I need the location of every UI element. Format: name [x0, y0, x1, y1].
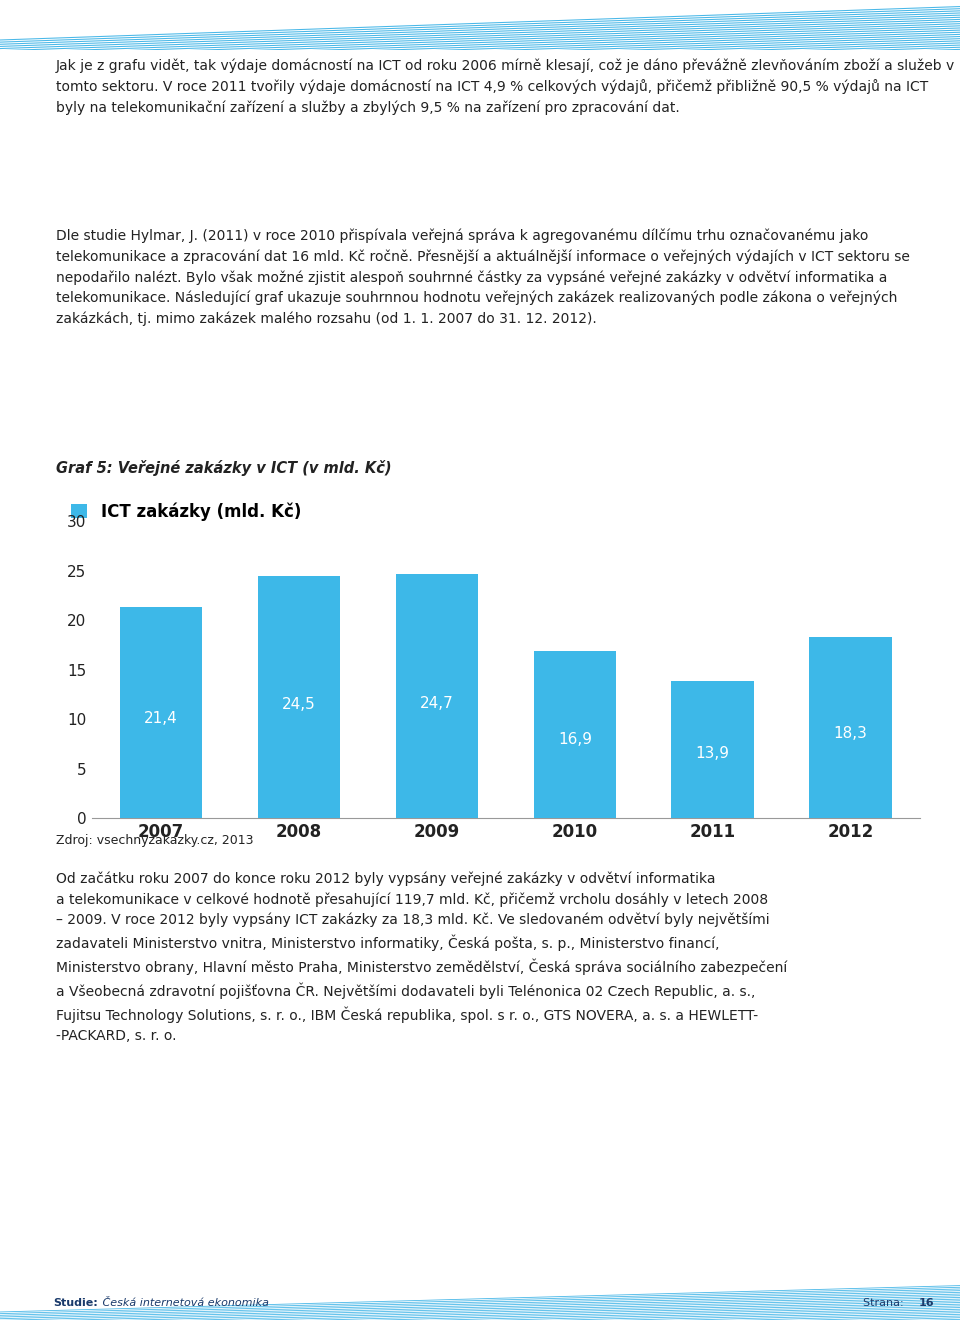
Polygon shape [430, 1280, 960, 1320]
Polygon shape [430, 0, 960, 50]
Polygon shape [614, 1280, 960, 1320]
Text: 24,7: 24,7 [420, 696, 454, 711]
Polygon shape [799, 0, 960, 50]
Polygon shape [860, 0, 960, 50]
Polygon shape [0, 1280, 960, 1320]
Polygon shape [0, 0, 960, 50]
Polygon shape [184, 1280, 960, 1320]
Bar [257, 576, 341, 818]
Polygon shape [307, 0, 960, 50]
Polygon shape [860, 1280, 960, 1320]
Polygon shape [799, 1280, 960, 1320]
Polygon shape [61, 1280, 960, 1320]
Text: Česká internetová ekonomika: Česká internetová ekonomika [99, 1298, 269, 1308]
Polygon shape [492, 1280, 960, 1320]
Polygon shape [492, 0, 960, 50]
Bar [671, 681, 755, 818]
Legend: ICT zakázky (mld. Kč): ICT zakázky (mld. Kč) [64, 495, 308, 527]
Bar [809, 638, 892, 818]
Polygon shape [123, 1280, 960, 1320]
Polygon shape [0, 1280, 960, 1320]
Polygon shape [737, 0, 960, 50]
Polygon shape [676, 0, 960, 50]
Polygon shape [123, 0, 960, 50]
Polygon shape [0, 1280, 960, 1320]
Polygon shape [184, 0, 960, 50]
Text: 24,5: 24,5 [282, 697, 316, 711]
Text: Studie:: Studie: [53, 1298, 98, 1308]
Polygon shape [0, 1280, 960, 1320]
Polygon shape [246, 0, 960, 50]
Polygon shape [369, 0, 960, 50]
Text: Zdroj: vsechnyzakazky.cz, 2013: Zdroj: vsechnyzakazky.cz, 2013 [56, 834, 253, 847]
Polygon shape [0, 0, 960, 50]
Polygon shape [0, 1280, 960, 1320]
Text: 13,9: 13,9 [696, 746, 730, 762]
Polygon shape [553, 0, 960, 50]
Polygon shape [0, 0, 960, 50]
Text: Strana:: Strana: [863, 1298, 907, 1308]
Text: Od začátku roku 2007 do konce roku 2012 byly vypsány veřejné zakázky v odvětví i: Od začátku roku 2007 do konce roku 2012 … [56, 871, 787, 1043]
Polygon shape [922, 1280, 960, 1320]
Polygon shape [0, 0, 960, 50]
Polygon shape [0, 0, 960, 50]
Polygon shape [369, 1280, 960, 1320]
Text: Jak je z grafu vidět, tak výdaje domácností na ICT od roku 2006 mírně klesají, c: Jak je z grafu vidět, tak výdaje domácno… [56, 58, 955, 115]
Text: Graf 5: Veřejné zakázky v ICT (v mld. Kč): Graf 5: Veřejné zakázky v ICT (v mld. Kč… [56, 459, 391, 477]
Text: 21,4: 21,4 [144, 711, 178, 726]
Text: 16,9: 16,9 [558, 733, 592, 747]
Polygon shape [922, 0, 960, 50]
Polygon shape [614, 0, 960, 50]
Polygon shape [307, 1280, 960, 1320]
Bar [120, 607, 203, 818]
Text: 18,3: 18,3 [834, 726, 868, 741]
Text: Dle studie Hylmar, J. (2011) v roce 2010 přispívala veřejná správa k agregovaném: Dle studie Hylmar, J. (2011) v roce 2010… [56, 228, 909, 326]
Polygon shape [553, 1280, 960, 1320]
Polygon shape [0, 1280, 960, 1320]
Bar [396, 574, 478, 818]
Polygon shape [676, 1280, 960, 1320]
Polygon shape [0, 0, 960, 50]
Bar [534, 651, 616, 818]
Polygon shape [61, 0, 960, 50]
Polygon shape [737, 1280, 960, 1320]
Polygon shape [246, 1280, 960, 1320]
Text: 16: 16 [919, 1298, 934, 1308]
